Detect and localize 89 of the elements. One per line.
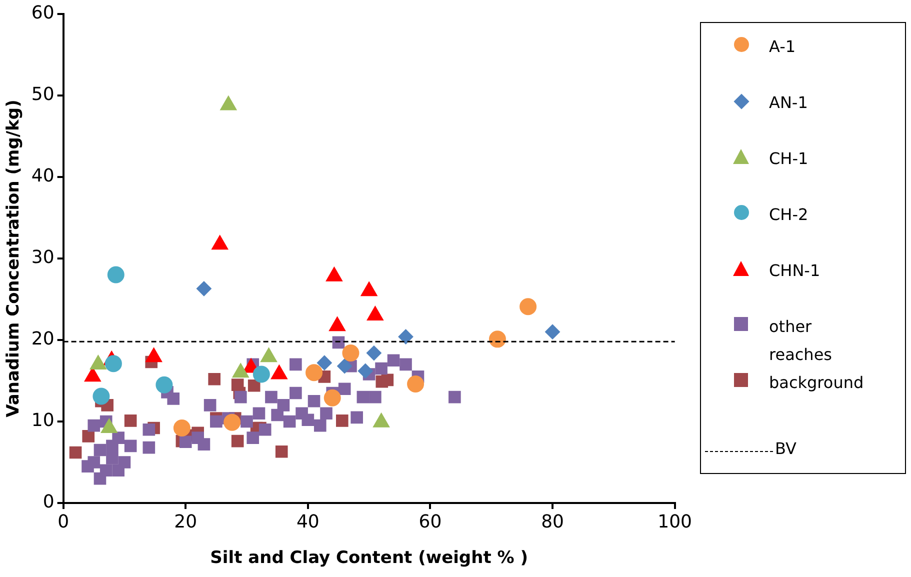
point — [258, 423, 272, 436]
point — [545, 324, 560, 340]
legend-label: A-1 — [769, 36, 797, 58]
y-tick-label: 60 — [31, 2, 54, 24]
point — [196, 281, 212, 296]
point — [224, 414, 241, 431]
point — [369, 390, 382, 404]
point — [82, 430, 95, 442]
point — [88, 456, 100, 468]
point — [94, 444, 106, 456]
point — [104, 355, 122, 372]
point — [210, 415, 222, 428]
point — [275, 446, 288, 458]
legend-label: CH-2 — [769, 204, 810, 226]
point — [198, 438, 210, 450]
legend-label: AN-1 — [769, 92, 809, 114]
y-tick-label: 10 — [31, 410, 54, 432]
point — [252, 407, 266, 420]
point — [100, 464, 112, 477]
point — [231, 434, 244, 448]
point — [400, 358, 412, 371]
y-tick-label: 40 — [31, 166, 54, 187]
point — [246, 432, 260, 444]
x-tick-label: 80 — [541, 511, 564, 532]
x-tick-label: 60 — [418, 511, 442, 532]
point — [208, 372, 221, 386]
point — [142, 441, 156, 454]
legend-label: BV — [775, 438, 798, 460]
point — [448, 390, 461, 404]
point — [358, 363, 373, 378]
point — [290, 386, 302, 400]
point — [337, 358, 352, 374]
point — [277, 399, 290, 412]
point — [265, 390, 278, 404]
y-tick-label: 30 — [31, 247, 54, 268]
point — [324, 389, 341, 406]
point — [88, 419, 100, 432]
point — [142, 423, 156, 436]
point — [69, 446, 82, 459]
point — [342, 344, 360, 362]
point — [366, 346, 382, 361]
point — [308, 394, 320, 408]
legend-label: background — [769, 372, 865, 394]
point — [375, 362, 388, 375]
point — [106, 452, 118, 464]
point — [167, 392, 180, 405]
point — [314, 419, 326, 432]
point — [156, 376, 173, 394]
point — [387, 354, 400, 367]
point — [350, 411, 363, 424]
x-axis-title: Silt and Clay Content (weight % ) — [210, 548, 528, 568]
y-tick-label: 0 — [42, 492, 54, 513]
point — [336, 414, 348, 427]
point — [356, 390, 370, 404]
point — [306, 364, 323, 382]
point — [234, 390, 247, 404]
point — [106, 440, 118, 452]
x-tick-label: 100 — [658, 511, 692, 532]
point — [320, 407, 332, 420]
point — [124, 440, 137, 452]
point — [488, 330, 506, 348]
point — [290, 358, 302, 371]
y-axis-title: Vanadium Concentration (mg/kg) — [4, 100, 24, 418]
x-tick-label: 20 — [174, 511, 198, 532]
point — [252, 366, 270, 383]
point — [316, 355, 332, 370]
point — [118, 456, 131, 468]
point — [240, 415, 253, 428]
legend-label: CHN-1 — [769, 260, 822, 282]
point — [248, 379, 260, 392]
point — [92, 388, 110, 405]
x-tick-label: 0 — [58, 511, 70, 532]
y-tick-label: 20 — [31, 328, 54, 350]
point — [179, 436, 192, 448]
point — [107, 266, 124, 284]
y-tick-label: 50 — [31, 84, 54, 106]
x-tick-label: 40 — [296, 511, 320, 532]
point — [271, 408, 284, 422]
point — [381, 374, 394, 386]
point — [407, 376, 424, 393]
point — [124, 414, 137, 427]
legend-label: CH-1 — [769, 148, 810, 170]
point — [398, 329, 414, 344]
point — [520, 298, 537, 316]
point — [173, 420, 190, 437]
point — [204, 399, 216, 412]
point — [338, 382, 351, 396]
point — [283, 415, 296, 428]
point — [302, 414, 314, 426]
